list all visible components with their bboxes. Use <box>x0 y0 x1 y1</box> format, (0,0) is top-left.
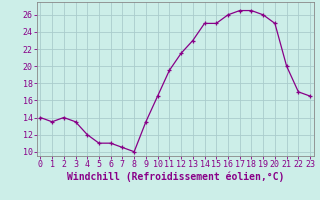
X-axis label: Windchill (Refroidissement éolien,°C): Windchill (Refroidissement éolien,°C) <box>67 172 284 182</box>
